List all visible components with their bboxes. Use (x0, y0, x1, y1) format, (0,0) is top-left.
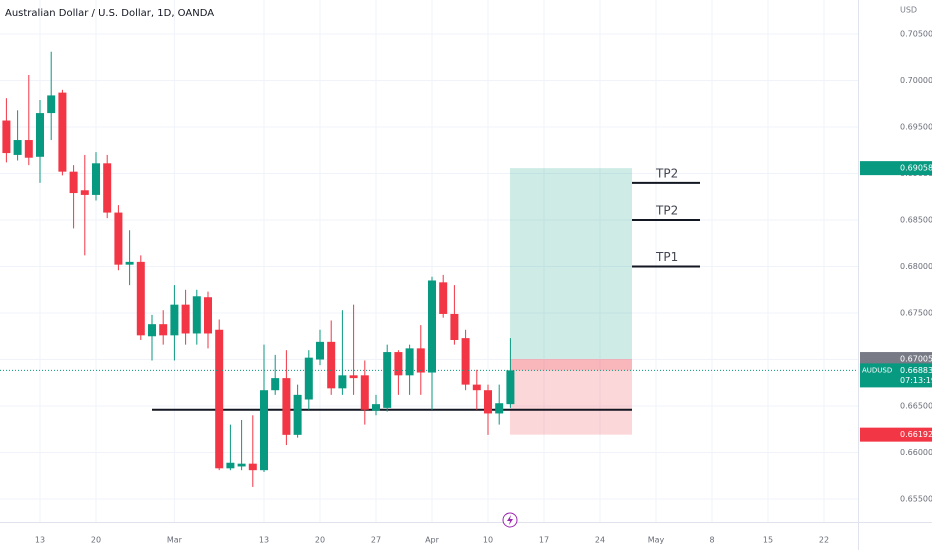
y-tick-label: 0.70000 (900, 76, 932, 85)
candle-body (349, 375, 358, 379)
candle-body (338, 375, 347, 389)
x-tick-label: 13 (35, 536, 45, 545)
candle-body (136, 261, 145, 336)
candle-body (372, 404, 380, 411)
candle-body (383, 352, 392, 408)
candle-body (495, 403, 504, 414)
candle-body (103, 163, 112, 213)
entry-price-label-bg (860, 352, 932, 367)
y-tick-label: 0.69500 (900, 123, 932, 132)
candle-body (204, 297, 212, 334)
y-tick-label: 0.65500 (900, 495, 932, 504)
candle-body (36, 113, 44, 157)
candle-body (282, 378, 291, 435)
candle-body (69, 171, 78, 194)
profit-zone (510, 168, 632, 360)
axes: 0.655000.660000.665000.670000.675000.680… (35, 30, 932, 545)
target-label: TP2 (655, 166, 678, 180)
candle-body (450, 313, 459, 340)
x-tick-label: 10 (483, 536, 493, 545)
x-tick-label: 22 (819, 536, 829, 545)
candle-body (181, 304, 190, 334)
current-price-label: 0.66883 (900, 366, 932, 375)
candle-body (506, 370, 515, 405)
candle-body (237, 463, 246, 467)
x-tick-label: 17 (539, 536, 549, 545)
x-tick-label: 13 (259, 536, 269, 545)
candle-body (170, 304, 179, 336)
countdown-label: 07:13:19 (900, 376, 932, 385)
candle-body (13, 140, 22, 155)
candle-body (260, 390, 268, 471)
y-tick-label: 0.68000 (900, 262, 932, 271)
candle-body (271, 378, 280, 391)
candle-body (58, 92, 67, 172)
candle-body (416, 348, 425, 373)
chart-title: Australian Dollar / U.S. Dollar, 1D, OAN… (5, 8, 214, 19)
candle-body (248, 463, 257, 471)
candle-body (159, 324, 168, 336)
candle-body (226, 462, 235, 469)
candle-body (472, 384, 481, 391)
candle-body (394, 352, 403, 376)
loss-zone (510, 359, 632, 435)
candle-body (47, 95, 56, 114)
y-tick-label: 0.66500 (900, 402, 932, 411)
x-tick-label: 24 (595, 536, 605, 545)
candle-body (2, 120, 11, 154)
entry-price-label: 0.67005 (900, 355, 932, 364)
symbol-label: AUDUSD (862, 366, 892, 374)
target-label: TP2 (655, 204, 678, 218)
candle-body (316, 341, 324, 360)
stop-price-label-bg (860, 427, 932, 442)
candle-body (125, 261, 134, 265)
plot: TP2 TP2 TP1 (0, 51, 858, 487)
candle-body (148, 324, 156, 337)
replay-icon[interactable] (502, 512, 518, 528)
y-tick-label: 0.70500 (900, 30, 932, 39)
candle-body (192, 296, 201, 334)
candle-body (92, 163, 100, 195)
stop-price-label: 0.66192 (900, 430, 932, 439)
candle-body (484, 390, 492, 414)
currency-label: USD (900, 6, 917, 15)
candle-body (360, 375, 369, 410)
candle-body (461, 338, 470, 385)
x-tick-label: 15 (763, 536, 773, 545)
x-tick-label: May (648, 536, 665, 545)
current-price-bg (860, 363, 932, 388)
icon-bolt[interactable] (507, 515, 513, 525)
open-loss-zone (510, 359, 632, 371)
y-tick-label: 0.67500 (900, 309, 932, 318)
x-tick-label: Apr (425, 536, 440, 545)
candle-body (439, 282, 448, 314)
y-tick-label: 0.66000 (900, 448, 932, 457)
target-price-label: 0.69058 (900, 164, 932, 173)
x-tick-label: 20 (91, 536, 101, 545)
target-label: TP1 (655, 250, 678, 264)
candle-body (428, 280, 436, 373)
x-tick-label: 27 (371, 536, 381, 545)
candle-body (304, 357, 313, 400)
x-tick-label: 20 (315, 536, 325, 545)
x-tick-label: 8 (709, 536, 714, 545)
target-price-label-bg (860, 161, 932, 176)
candle-body (327, 341, 336, 389)
x-tick-label: Mar (167, 536, 183, 545)
candle-body (293, 394, 302, 435)
candle-body (114, 212, 123, 265)
candle-body (24, 140, 33, 158)
candle-body (215, 329, 224, 469)
candle-body (80, 190, 89, 195)
y-tick-label: 0.68500 (900, 216, 932, 225)
candle-body (405, 348, 414, 376)
